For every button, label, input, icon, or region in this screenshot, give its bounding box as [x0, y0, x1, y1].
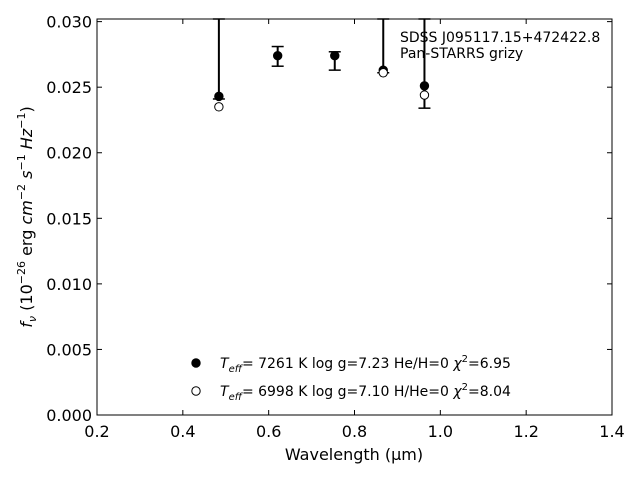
y-tick-label: 0.010 [46, 275, 92, 294]
data-points [214, 51, 430, 112]
filled-point [214, 91, 224, 102]
error-bars [212, 18, 431, 109]
y-tick-label: 0.020 [46, 144, 92, 163]
y-axis-label: fν (10−26 erg cm−2 s−1 Hz−1) [15, 106, 39, 327]
annotation-line: Pan-STARRS grizy [400, 46, 523, 62]
y-tick-label: 0.025 [46, 78, 92, 97]
filled-point [330, 51, 340, 61]
legend: Teff= 7261 K log g=7.23 He/H=0 χ2=6.95 Te… [191, 354, 511, 403]
y-tick-label: 0.015 [46, 209, 92, 228]
open-point [214, 102, 224, 112]
x-tick-label: 0.2 [84, 422, 109, 441]
legend-marker [191, 358, 201, 368]
y-tick-label: 0.000 [46, 406, 92, 425]
x-tick-label: 0.8 [342, 422, 367, 441]
x-axis-label: Wavelength (μm) [285, 445, 423, 464]
x-tick-label: 0.4 [170, 422, 195, 441]
x-tick-label: 0.6 [256, 422, 281, 441]
x-tick-label: 1.0 [428, 422, 453, 441]
filled-point [419, 81, 430, 91]
svg-text:fν (10−26 erg cm−2 s−1 Hz−1): fν (10−26 erg cm−2 s−1 Hz−1) [15, 106, 39, 327]
legend-entry: Teff= 7261 K log g=7.23 He/H=0 χ2=6.95 [220, 354, 511, 375]
x-tick-label: 1.2 [513, 422, 538, 441]
legend-marker [191, 386, 201, 396]
x-tick-label: 1.4 [599, 422, 624, 441]
annotation-line: SDSS J095117.15+472422.8 [400, 30, 600, 46]
y-axis-ticks: 0.000 0.005 0.010 0.015 0.020 0.025 0.030 [46, 13, 612, 425]
filled-point [272, 51, 283, 61]
open-point [378, 68, 388, 78]
y-tick-label: 0.030 [46, 13, 92, 32]
x-axis-ticks: 0.2 0.4 0.6 0.8 1.0 1.2 1.4 [84, 19, 625, 441]
legend-entry: Teff= 6998 K log g=7.10 H/He=0 χ2=8.04 [220, 382, 511, 403]
open-point [419, 90, 430, 100]
y-tick-label: 0.005 [46, 340, 92, 359]
